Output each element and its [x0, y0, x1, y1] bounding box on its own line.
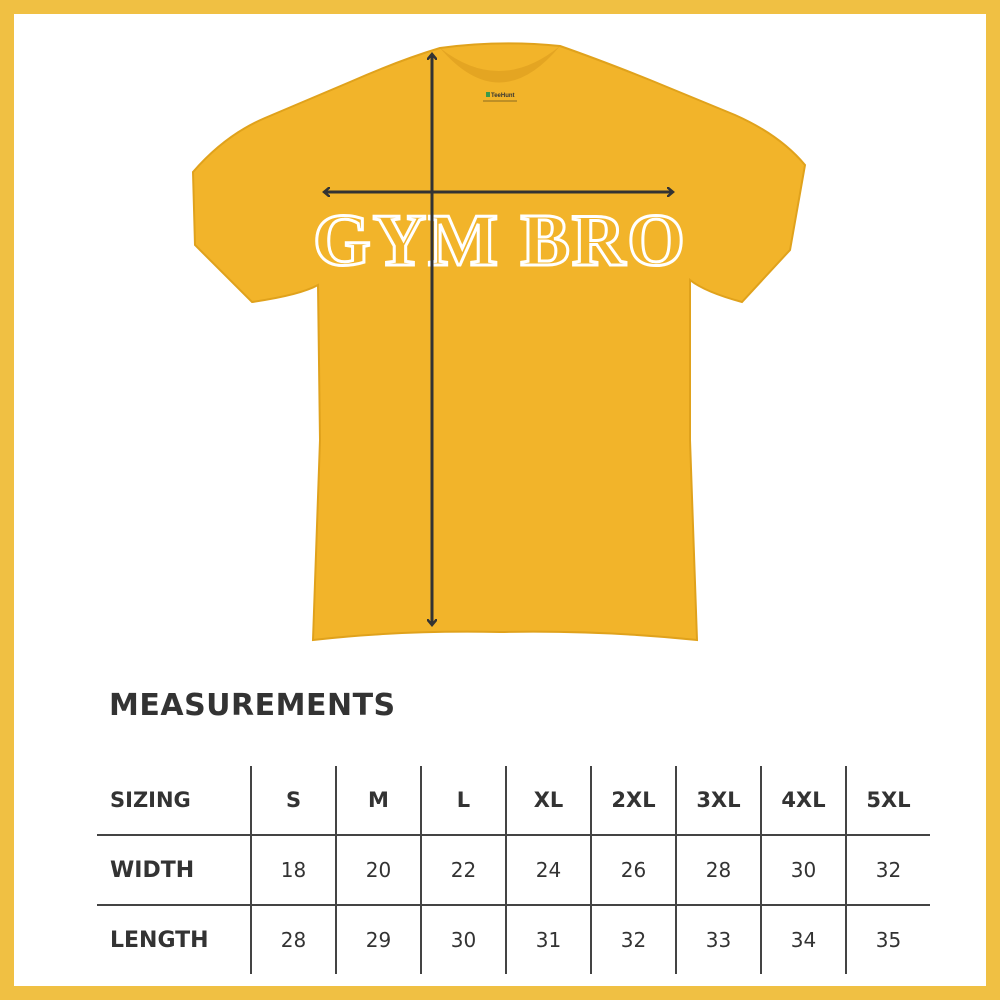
table-cell: 35	[845, 906, 930, 974]
header-label: SIZING	[110, 788, 191, 812]
table-cell: 18	[250, 836, 335, 904]
brand-label: TeeHunt	[491, 93, 515, 99]
gym-bro-print: GYM BRO	[313, 200, 687, 282]
table-cell: 28	[250, 906, 335, 974]
size-table: SIZING S M L XL 2XL 3XL 4XL 5XL WIDTH 18…	[97, 766, 930, 974]
size-header: XL	[505, 766, 590, 834]
table-cell: 22	[420, 836, 505, 904]
size-header: L	[420, 766, 505, 834]
tshirt-image: TeeHunt GYM BRO	[191, 42, 807, 642]
table-cell: 28	[675, 836, 760, 904]
table-cell: 20	[335, 836, 420, 904]
size-header: M	[335, 766, 420, 834]
size-header: 3XL	[675, 766, 760, 834]
table-cell: 30	[760, 836, 845, 904]
table-cell: 30	[420, 906, 505, 974]
table-cell: 26	[590, 836, 675, 904]
size-header: S	[250, 766, 335, 834]
table-row-width: WIDTH 18 20 22 24 26 28 30 32	[97, 834, 930, 904]
table-cell: 33	[675, 906, 760, 974]
size-header: 2XL	[590, 766, 675, 834]
collar	[440, 46, 560, 83]
row-label: WIDTH	[110, 857, 195, 883]
brand-label-logo-icon	[486, 92, 490, 97]
tshirt-body	[191, 42, 807, 642]
table-cell: 34	[760, 906, 845, 974]
table-cell: 29	[335, 906, 420, 974]
row-label: LENGTH	[110, 927, 209, 953]
table-cell: 32	[845, 836, 930, 904]
table-cell: 32	[590, 906, 675, 974]
measurements-title: MEASUREMENTS	[109, 688, 396, 723]
size-header: 5XL	[845, 766, 930, 834]
table-cell: 31	[505, 906, 590, 974]
table-cell: 24	[505, 836, 590, 904]
table-row-length: LENGTH 28 29 30 31 32 33 34 35	[97, 904, 930, 974]
table-header-row: SIZING S M L XL 2XL 3XL 4XL 5XL	[97, 766, 930, 834]
size-header: 4XL	[760, 766, 845, 834]
